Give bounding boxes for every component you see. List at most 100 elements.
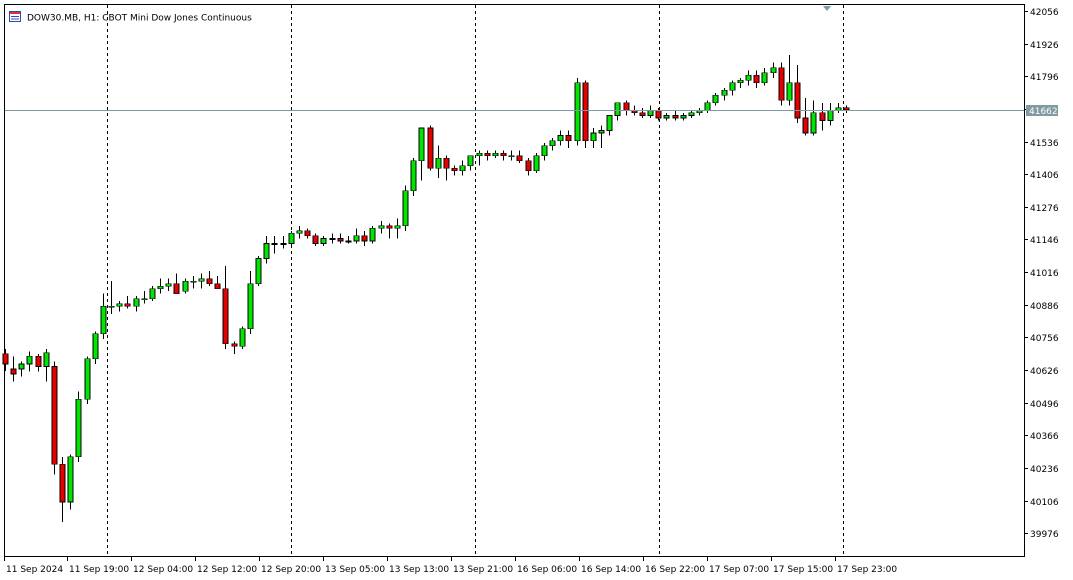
candle-body-bull xyxy=(100,305,107,335)
candle-body-bear xyxy=(484,152,491,156)
candle xyxy=(623,100,630,116)
candle xyxy=(753,70,760,88)
time-axis-label: 16 Sep 22:00 xyxy=(645,565,705,575)
time-axis-label: 13 Sep 05:00 xyxy=(325,565,385,575)
candle xyxy=(549,138,556,151)
candle-body-bull xyxy=(786,82,793,101)
candle-body-bull xyxy=(402,190,409,227)
candle-body-bull xyxy=(280,243,287,245)
candle-body-bull xyxy=(549,140,556,146)
candle-body-bull xyxy=(410,160,417,192)
candle-body-bull xyxy=(606,115,613,131)
candle xyxy=(672,110,679,121)
current-price-tag xyxy=(1026,105,1058,116)
candle-body-bear xyxy=(51,366,58,465)
candle xyxy=(92,331,99,364)
candle-body-bull xyxy=(18,363,25,370)
candle xyxy=(835,102,842,113)
candle-body-bear xyxy=(516,155,523,161)
candle-body-bull xyxy=(239,328,246,347)
candle-body-bear xyxy=(623,102,630,111)
candle-body-bull xyxy=(320,238,327,244)
candle xyxy=(582,80,589,149)
candle xyxy=(778,62,785,106)
candle xyxy=(2,348,9,371)
candle xyxy=(345,235,352,244)
candle xyxy=(688,110,695,118)
candle xyxy=(231,341,238,354)
candle-body-bull xyxy=(647,110,654,116)
chart-shift-marker-icon[interactable] xyxy=(823,6,831,11)
price-axis-label: 42056 xyxy=(1030,8,1059,18)
price-axis-label: 40106 xyxy=(1030,498,1059,508)
candle-body-bull xyxy=(492,152,499,156)
candle xyxy=(435,145,442,179)
candle-body-bull xyxy=(247,283,254,330)
candle xyxy=(443,155,450,181)
candle xyxy=(459,160,466,176)
candle-body-bull xyxy=(729,82,736,91)
candle-body-bull xyxy=(84,358,91,400)
candle xyxy=(680,112,687,121)
candle xyxy=(794,65,801,123)
candle-body-bull xyxy=(263,243,270,259)
candle xyxy=(819,102,826,131)
candle-body-bull xyxy=(141,298,148,300)
candle xyxy=(353,228,360,244)
candle-body-bull xyxy=(770,67,777,74)
candle-body-bull xyxy=(394,225,401,229)
candle-body-bear xyxy=(337,238,344,242)
candle xyxy=(263,235,270,264)
candle xyxy=(124,296,131,309)
candle-body-bull xyxy=(157,285,164,289)
candle xyxy=(149,286,156,302)
time-axis-label: 11 Sep 19:00 xyxy=(69,565,129,575)
candle-body-bear xyxy=(231,343,238,347)
candle-body-bear xyxy=(386,225,393,229)
candle-body-bull xyxy=(459,165,466,171)
candle-body-bull xyxy=(590,132,597,141)
candle-body-bear xyxy=(582,82,589,141)
candle xyxy=(214,276,221,289)
time-axis-label: 17 Sep 15:00 xyxy=(773,565,833,575)
price-axis-label: 41016 xyxy=(1030,269,1059,279)
candle xyxy=(288,230,295,246)
price-axis-label: 41146 xyxy=(1030,236,1059,246)
candle-body-bull xyxy=(467,155,474,166)
time-axis-label: 13 Sep 21:00 xyxy=(453,565,513,575)
candle xyxy=(182,278,189,294)
candle-body-bear xyxy=(451,167,458,171)
candle-body-bull xyxy=(688,112,695,116)
day-separators xyxy=(107,5,844,556)
candle-body-bull xyxy=(369,228,376,242)
candle-body-bull xyxy=(574,82,581,141)
candle xyxy=(786,55,793,106)
candle-body-bear xyxy=(312,235,319,244)
candle-body-bull xyxy=(288,233,295,244)
candle xyxy=(157,278,164,294)
candle-body-bear xyxy=(778,67,785,101)
candle-body-bear xyxy=(361,235,368,242)
time-axis-label: 16 Sep 06:00 xyxy=(517,565,577,575)
candle xyxy=(704,100,711,113)
candle xyxy=(304,228,311,239)
candle-body-bear xyxy=(35,356,42,367)
candle xyxy=(557,130,564,146)
candle-body-bear xyxy=(753,74,760,84)
candle-body-bull xyxy=(271,243,278,245)
candle xyxy=(590,128,597,149)
chart-window-icon xyxy=(9,11,21,22)
candle-body-bull xyxy=(541,145,548,156)
candle xyxy=(59,456,66,523)
candle-body-bull xyxy=(108,305,115,308)
candle-body-bear xyxy=(214,283,221,289)
candle-body-bull xyxy=(745,74,752,81)
candle xyxy=(329,233,336,244)
candle xyxy=(51,361,58,475)
candle xyxy=(312,233,319,246)
candle xyxy=(451,165,458,176)
candle-body-bull xyxy=(476,152,483,156)
price-axis-label: 40496 xyxy=(1030,400,1059,410)
candle-body-bear xyxy=(525,160,532,171)
